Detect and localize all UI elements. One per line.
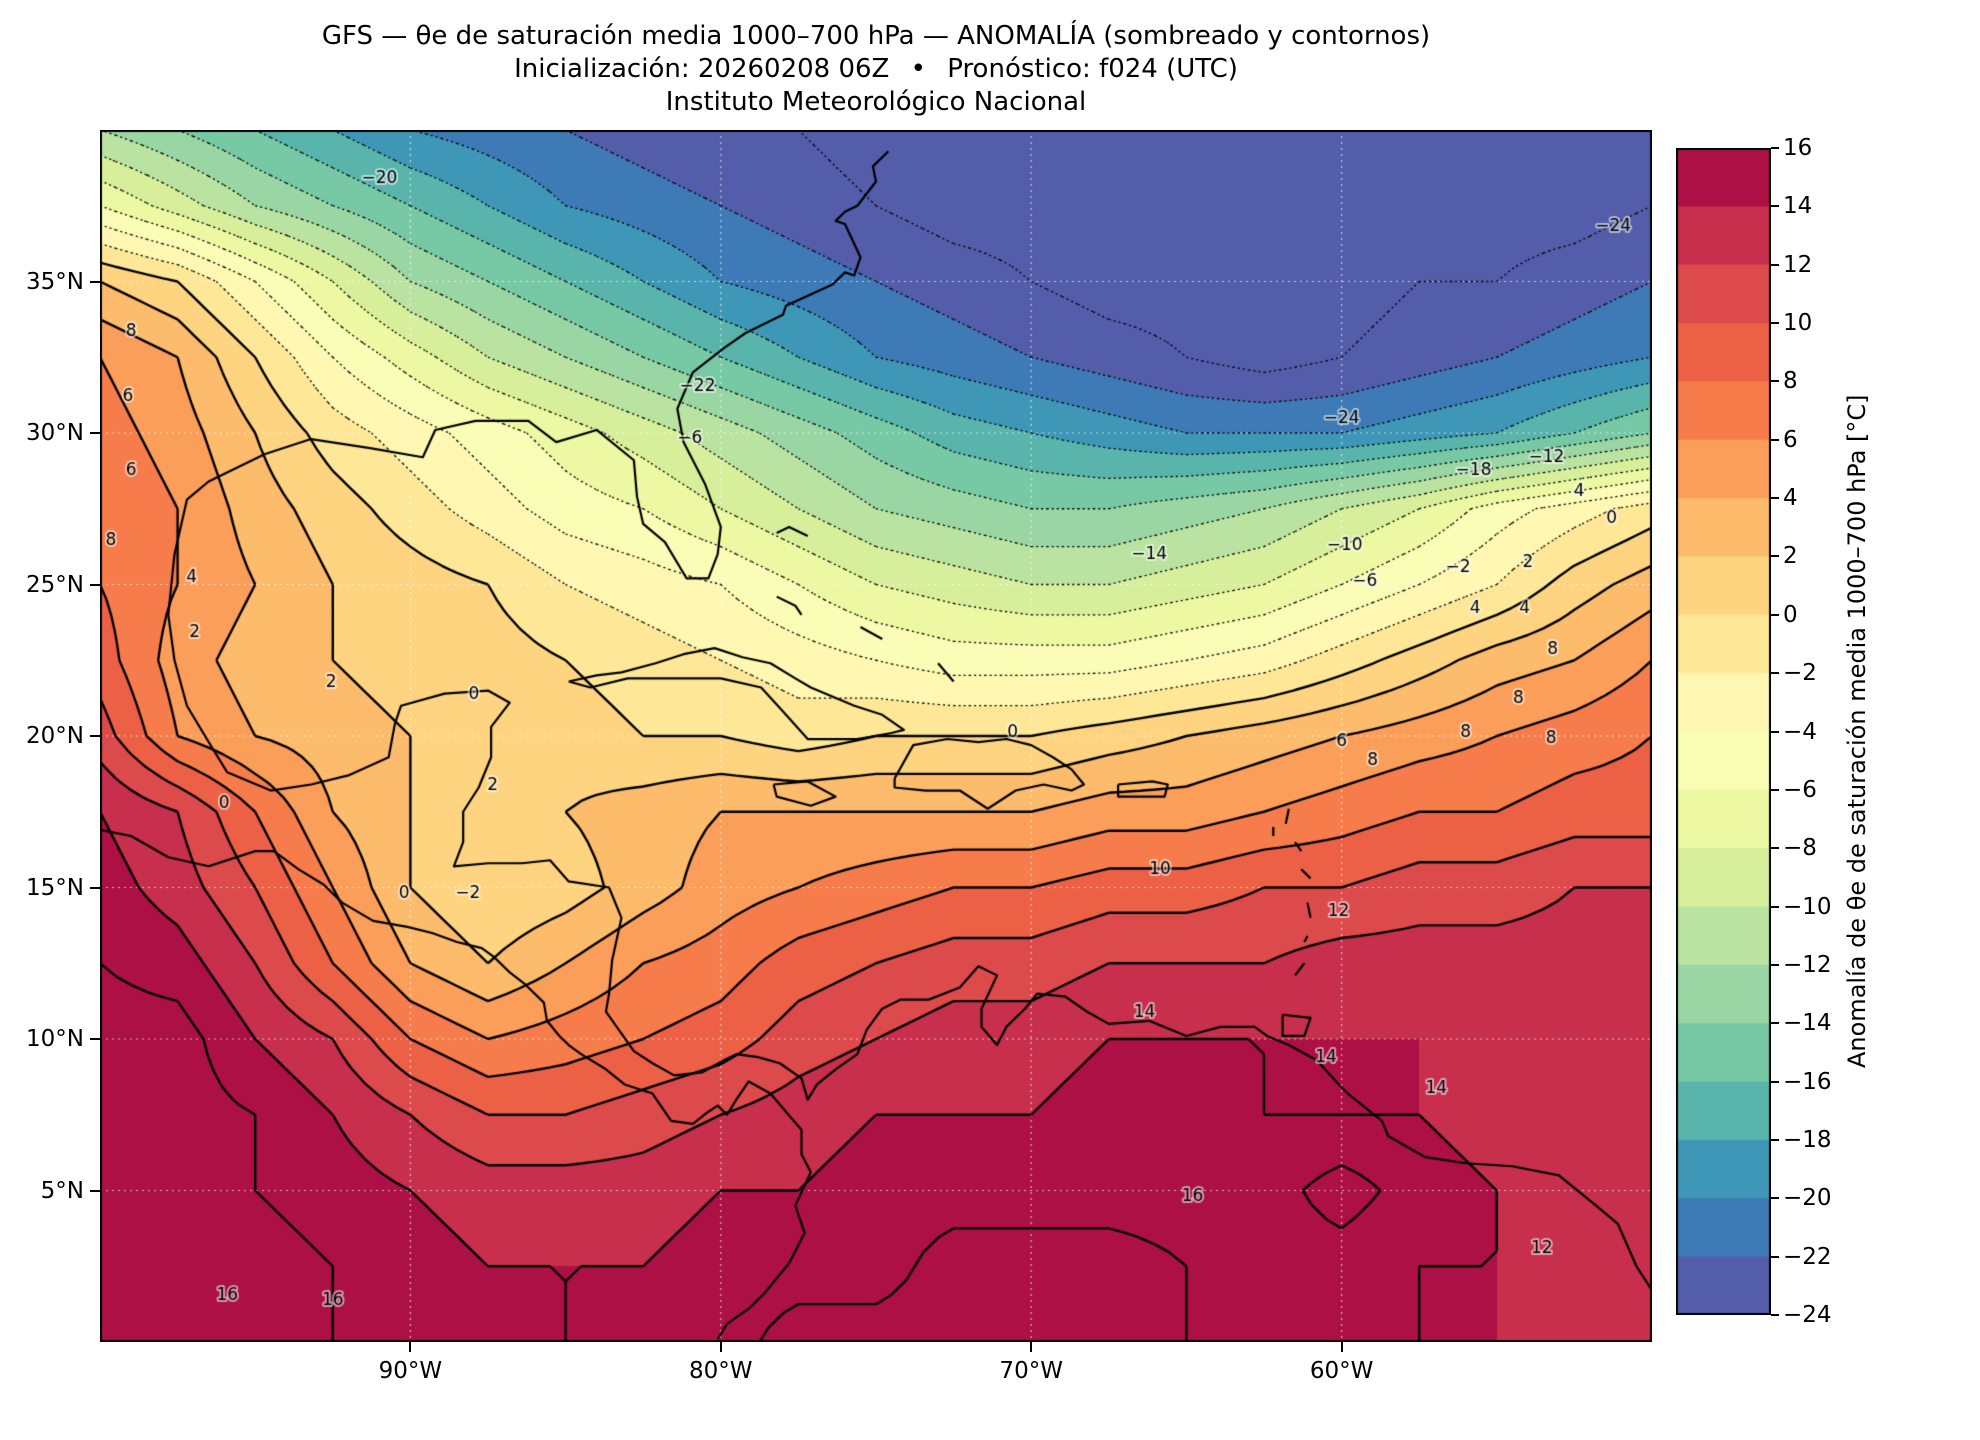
colorbar-tick-label: −20 bbox=[1783, 1185, 1832, 1212]
chart-title: GFS — θe de saturación media 1000–700 hP… bbox=[321, 21, 1431, 51]
colorbar-tick-label: 0 bbox=[1783, 601, 1798, 628]
figure-titles: GFS — θe de saturación media 1000–700 hP… bbox=[100, 20, 1652, 119]
colorbar-tick-mark bbox=[1771, 1197, 1779, 1200]
lat-tick-label: 20°N bbox=[26, 723, 84, 749]
colorbar-tick-label: 12 bbox=[1783, 251, 1813, 278]
colorbar-tick-mark bbox=[1771, 905, 1779, 908]
colorbar-tick-mark bbox=[1771, 1080, 1779, 1083]
colorbar-tick-label: −14 bbox=[1783, 1010, 1832, 1037]
colorbar-tick-label: −18 bbox=[1783, 1126, 1832, 1153]
colorbar-tick-mark bbox=[1771, 1022, 1779, 1025]
colorbar-tick-mark bbox=[1771, 147, 1779, 149]
colorbar-tick-label: 10 bbox=[1783, 310, 1813, 337]
colorbar-tick-label: −16 bbox=[1783, 1068, 1832, 1095]
colorbar-tick-label: 16 bbox=[1783, 135, 1813, 161]
colorbar-tick-label: −24 bbox=[1783, 1302, 1832, 1328]
colorbar-canvas bbox=[1676, 148, 1771, 1315]
colorbar-tick-mark bbox=[1771, 380, 1779, 383]
lat-tick-mark bbox=[90, 1038, 100, 1040]
lon-tick-label: 60°W bbox=[1309, 1358, 1374, 1384]
colorbar-tick-mark bbox=[1771, 438, 1779, 441]
colorbar-tick-mark bbox=[1771, 963, 1779, 966]
lon-tick-mark bbox=[409, 1342, 412, 1352]
colorbar-tick-mark bbox=[1771, 555, 1779, 558]
colorbar-tick-mark bbox=[1771, 263, 1779, 266]
lat-tick-mark bbox=[90, 1189, 100, 1192]
lat-tick-label: 5°N bbox=[40, 1177, 84, 1204]
colorbar-tick-label: −22 bbox=[1783, 1243, 1832, 1270]
lon-tick-mark bbox=[719, 1342, 722, 1352]
lon-tick-mark bbox=[1340, 1342, 1343, 1352]
colorbar-tick-label: 2 bbox=[1783, 543, 1798, 570]
lat-tick-label: 10°N bbox=[26, 1026, 84, 1052]
lat-tick-label: 30°N bbox=[26, 420, 84, 446]
colorbar-label: Anomalía de θe de saturación media 1000–… bbox=[1843, 394, 1871, 1069]
colorbar-tick-label: −10 bbox=[1783, 893, 1832, 920]
colorbar-tick-mark bbox=[1771, 497, 1779, 500]
lat-tick-mark bbox=[90, 280, 100, 283]
colorbar-tick-label: −2 bbox=[1783, 660, 1817, 687]
lat-tick-label: 35°N bbox=[26, 268, 84, 295]
colorbar-tick-mark bbox=[1771, 205, 1779, 208]
colorbar-tick-label: 4 bbox=[1783, 485, 1798, 512]
colorbar-tick-label: 6 bbox=[1783, 426, 1798, 453]
lon-tick-label: 80°W bbox=[689, 1358, 753, 1384]
colorbar-tick-label: 14 bbox=[1783, 193, 1813, 220]
chart-subtitle-init-forecast: Inicialización: 20260208 06Z • Pronóstic… bbox=[514, 54, 1238, 84]
lat-tick-mark bbox=[90, 886, 100, 889]
lat-tick-mark bbox=[90, 735, 100, 737]
colorbar-tick-mark bbox=[1771, 613, 1779, 616]
lon-tick-mark bbox=[1030, 1342, 1033, 1352]
lat-tick-label: 25°N bbox=[26, 571, 84, 598]
colorbar-tick-mark bbox=[1771, 788, 1779, 791]
lat-tick-label: 15°N bbox=[26, 874, 84, 901]
lat-tick-mark bbox=[90, 583, 100, 586]
colorbar-tick-mark bbox=[1771, 1314, 1779, 1316]
colorbar-tick-label: −6 bbox=[1783, 776, 1817, 803]
lon-tick-label: 90°W bbox=[378, 1358, 443, 1384]
lon-tick-label: 70°W bbox=[999, 1358, 1063, 1384]
colorbar-tick-mark bbox=[1771, 1138, 1779, 1141]
colorbar-tick-mark bbox=[1771, 730, 1779, 733]
lat-tick-mark bbox=[90, 432, 100, 434]
colorbar-tick-label: −4 bbox=[1783, 718, 1817, 745]
chart-subtitle-institute: Instituto Meteorológico Nacional bbox=[665, 87, 1087, 117]
colorbar-tick-mark bbox=[1771, 1255, 1779, 1258]
colorbar-tick-mark bbox=[1771, 847, 1779, 850]
anomaly-map-canvas bbox=[100, 130, 1652, 1342]
colorbar-tick-mark bbox=[1771, 672, 1779, 675]
colorbar-tick-label: 8 bbox=[1783, 368, 1798, 395]
colorbar-tick-label: −8 bbox=[1783, 835, 1817, 862]
colorbar-tick-label: −12 bbox=[1783, 951, 1832, 978]
colorbar-tick-mark bbox=[1771, 322, 1779, 325]
